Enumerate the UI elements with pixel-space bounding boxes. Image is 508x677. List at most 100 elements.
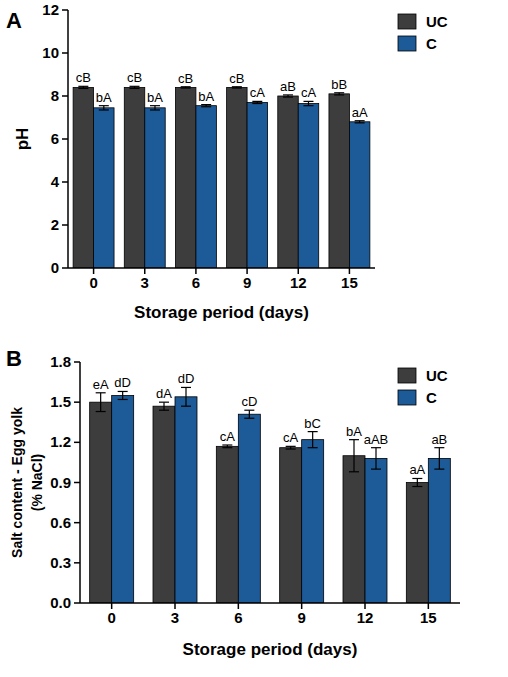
figure: AcBcBcBcBaBbBbAbAbAcAcAaA024681012036912…: [0, 0, 508, 677]
error-cap: [130, 86, 140, 87]
x-axis-title: Storage period (days): [183, 640, 358, 659]
error-cap: [232, 86, 242, 87]
y-tick: [62, 138, 68, 140]
y-tick-label: 2: [51, 216, 59, 233]
error-cap: [222, 447, 232, 448]
bar: [227, 87, 247, 268]
significance-letter: bA: [346, 424, 362, 439]
error-cap: [371, 469, 381, 470]
error-cap: [286, 446, 296, 447]
significance-letter: aAB: [364, 432, 389, 447]
error-bar: [159, 402, 169, 410]
significance-letter: cA: [301, 85, 317, 100]
error-bar: [181, 387, 191, 406]
y-axis-title: (% NaCl): [29, 454, 45, 512]
error-bar: [252, 101, 262, 103]
error-line: [100, 393, 101, 412]
significance-letter: dD: [114, 375, 131, 390]
y-tick-label: 12: [42, 1, 59, 18]
bar: [153, 406, 175, 603]
error-line: [122, 391, 123, 399]
significance-letter: dA: [156, 386, 172, 401]
error-cap: [252, 103, 262, 104]
significance-letter: aB: [280, 79, 296, 94]
legend-swatch: [398, 14, 416, 29]
significance-letter: bA: [198, 89, 214, 104]
legend: UCC: [398, 13, 448, 52]
error-bar: [78, 86, 88, 88]
y-tick: [62, 224, 68, 226]
y-tick: [74, 522, 80, 524]
error-cap: [159, 410, 169, 411]
significance-letter: cD: [241, 394, 257, 409]
bar: [343, 456, 365, 603]
bar: [196, 106, 216, 268]
error-bar: [349, 440, 359, 472]
error-cap: [349, 439, 359, 440]
error-line: [353, 440, 354, 472]
error-line: [439, 448, 440, 469]
y-tick: [74, 442, 80, 444]
error-cap: [308, 447, 318, 448]
error-bar: [283, 95, 293, 97]
error-cap: [283, 96, 293, 97]
y-tick-label: 10: [42, 44, 59, 61]
significance-letter: aA: [352, 105, 368, 120]
error-cap: [434, 447, 444, 448]
error-cap: [222, 444, 232, 445]
error-bar: [96, 393, 106, 412]
error-bar: [412, 478, 422, 486]
error-bar: [371, 448, 381, 469]
x-axis-line: [80, 602, 460, 604]
error-cap: [434, 469, 444, 470]
x-tick-label: 6: [192, 274, 200, 291]
significance-letter: dD: [178, 371, 195, 386]
error-cap: [303, 101, 313, 102]
y-tick: [62, 52, 68, 54]
data-labels: cBcBcBcBaBbBbAbAbAcAcAaA: [76, 70, 368, 119]
x-tick-label: 0: [89, 274, 97, 291]
bar: [406, 483, 428, 604]
significance-letter: cA: [283, 430, 299, 445]
bar: [112, 395, 134, 603]
significance-letter: cA: [250, 85, 266, 100]
marks: [73, 86, 370, 268]
error-cap: [181, 387, 191, 388]
error-cap: [181, 87, 191, 88]
error-cap: [303, 105, 313, 106]
y-tick-label: 1.5: [50, 393, 71, 410]
bar: [349, 122, 369, 268]
x-axis-line: [68, 267, 375, 269]
significance-letter: cB: [178, 71, 193, 86]
error-cap: [78, 88, 88, 89]
bar: [428, 458, 450, 603]
error-cap: [150, 105, 160, 106]
error-cap: [244, 418, 254, 419]
significance-letter: bC: [304, 416, 321, 431]
error-cap: [78, 86, 88, 87]
y-tick-label: 0.6: [50, 514, 71, 531]
error-line: [163, 402, 164, 410]
bar: [302, 440, 324, 603]
bar: [94, 108, 114, 268]
error-bar: [334, 93, 344, 95]
x-axis-title: Storage period (days): [134, 303, 309, 322]
y-tick-label: 4: [51, 173, 60, 190]
error-line: [375, 448, 376, 469]
error-bar: [222, 445, 232, 448]
x-tick-label: 9: [297, 609, 305, 626]
significance-letter: cA: [220, 429, 236, 444]
bar: [365, 458, 387, 603]
significance-letter: cB: [76, 70, 91, 85]
y-tick-label: 0.9: [50, 474, 71, 491]
significance-letter: cB: [229, 71, 244, 86]
y-tick-label: 1.2: [50, 433, 71, 450]
error-cap: [99, 109, 109, 110]
x-tick-label: 6: [234, 609, 242, 626]
significance-letter: aA: [409, 462, 425, 477]
bar: [90, 402, 112, 603]
error-cap: [308, 431, 318, 432]
bar: [280, 448, 302, 603]
x-tick-label: 0: [107, 609, 115, 626]
legend-label: UC: [426, 367, 448, 384]
